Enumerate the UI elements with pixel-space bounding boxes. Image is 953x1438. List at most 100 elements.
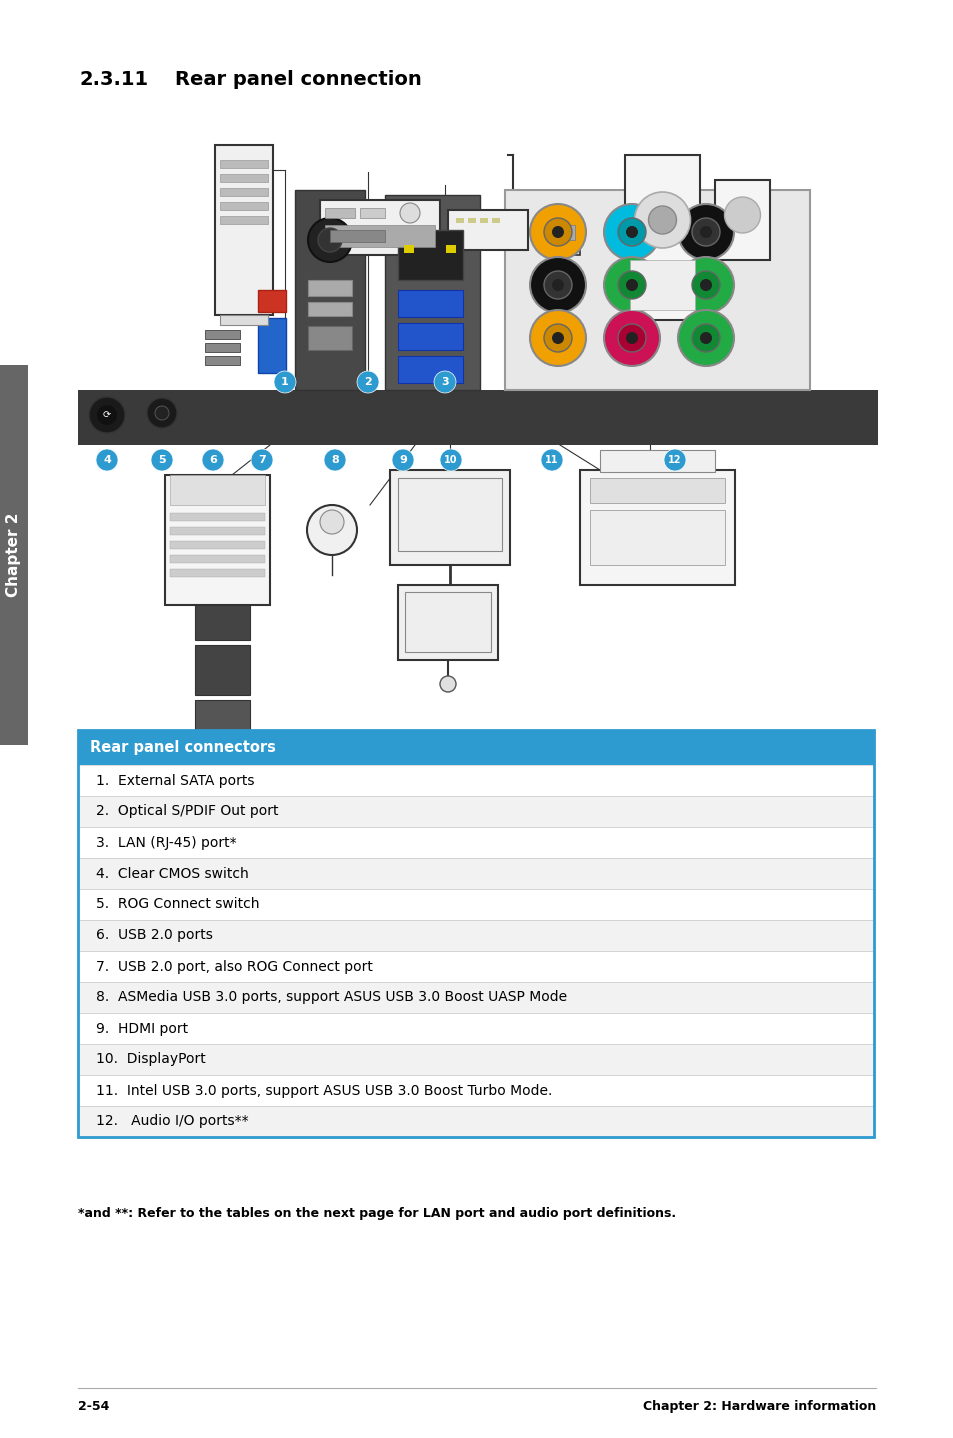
Bar: [397, 357, 462, 383]
Text: 4.  Clear CMOS switch: 4. Clear CMOS switch: [96, 867, 249, 880]
Bar: [165, 475, 270, 605]
Circle shape: [700, 226, 711, 239]
Bar: [714, 180, 769, 260]
Bar: [403, 244, 414, 253]
Circle shape: [147, 398, 177, 429]
Circle shape: [663, 449, 685, 472]
Text: 10.  DisplayPort: 10. DisplayPort: [96, 1053, 206, 1067]
Text: 8.  ASMedia USB 3.0 ports, support ASUS USB 3.0 Boost UASP Mode: 8. ASMedia USB 3.0 ports, support ASUS U…: [96, 991, 566, 1005]
Circle shape: [307, 505, 356, 555]
Circle shape: [540, 449, 562, 472]
Bar: [220, 160, 268, 168]
Circle shape: [530, 311, 585, 367]
Text: 5.  ROG Connect switch: 5. ROG Connect switch: [96, 897, 259, 912]
Text: 2.3.11: 2.3.11: [80, 70, 149, 89]
Text: Rear panel connectors: Rear panel connectors: [90, 741, 275, 755]
Circle shape: [274, 371, 295, 393]
Bar: [390, 470, 510, 565]
Text: ⟳: ⟳: [103, 410, 111, 420]
Bar: [319, 200, 439, 255]
Bar: [78, 1012, 873, 1044]
Circle shape: [97, 406, 117, 426]
Circle shape: [603, 311, 659, 367]
Circle shape: [202, 449, 224, 472]
Bar: [170, 569, 265, 577]
Bar: [405, 592, 491, 651]
Circle shape: [308, 219, 352, 262]
Bar: [78, 858, 873, 889]
Bar: [78, 797, 873, 827]
Text: 1: 1: [281, 377, 289, 387]
Bar: [504, 190, 809, 390]
Text: 11.  Intel USB 3.0 ports, support ASUS USB 3.0 Boost Turbo Mode.: 11. Intel USB 3.0 ports, support ASUS US…: [96, 1083, 552, 1097]
Circle shape: [434, 371, 456, 393]
Circle shape: [151, 449, 172, 472]
Bar: [446, 244, 456, 253]
Circle shape: [700, 332, 711, 344]
Bar: [205, 344, 240, 352]
Bar: [78, 1106, 873, 1137]
Circle shape: [691, 270, 720, 299]
Bar: [468, 219, 476, 223]
Circle shape: [392, 449, 414, 472]
Text: 12.   Audio I/O ports**: 12. Audio I/O ports**: [96, 1114, 249, 1129]
Circle shape: [678, 204, 733, 260]
Bar: [170, 555, 265, 564]
Bar: [308, 302, 352, 316]
Bar: [78, 1076, 873, 1106]
Bar: [78, 1044, 873, 1076]
Bar: [194, 595, 250, 640]
Circle shape: [648, 206, 676, 234]
Bar: [170, 475, 265, 505]
Bar: [456, 219, 463, 223]
Bar: [629, 260, 695, 311]
Bar: [294, 190, 365, 390]
Circle shape: [618, 270, 645, 299]
Circle shape: [723, 197, 760, 233]
Bar: [599, 450, 714, 472]
Bar: [194, 646, 250, 695]
Text: 7: 7: [258, 454, 266, 464]
Bar: [448, 210, 527, 250]
Bar: [194, 541, 250, 590]
Bar: [624, 155, 700, 321]
Bar: [214, 145, 273, 315]
Bar: [78, 889, 873, 920]
Bar: [205, 357, 240, 365]
Bar: [589, 510, 724, 565]
Text: 8: 8: [331, 454, 338, 464]
Text: 11: 11: [545, 454, 558, 464]
Circle shape: [89, 397, 125, 433]
Circle shape: [618, 324, 645, 352]
Circle shape: [543, 219, 572, 246]
Circle shape: [319, 510, 344, 533]
Bar: [0, 365, 28, 745]
Bar: [194, 700, 250, 735]
Text: 3: 3: [440, 377, 448, 387]
Circle shape: [543, 270, 572, 299]
Bar: [397, 230, 462, 280]
Bar: [78, 951, 873, 982]
Circle shape: [96, 449, 118, 472]
Text: 2: 2: [364, 377, 372, 387]
Text: 9: 9: [398, 454, 407, 464]
Text: 9.  HDMI port: 9. HDMI port: [96, 1021, 188, 1035]
Circle shape: [691, 219, 720, 246]
Circle shape: [399, 203, 419, 223]
Text: 4: 4: [103, 454, 111, 464]
Bar: [308, 326, 352, 349]
Bar: [220, 216, 268, 224]
Bar: [397, 324, 462, 349]
Text: 6.  USB 2.0 ports: 6. USB 2.0 ports: [96, 929, 213, 942]
Bar: [257, 290, 286, 312]
Bar: [78, 390, 877, 444]
Bar: [555, 224, 575, 240]
Bar: [397, 585, 497, 660]
Bar: [257, 318, 286, 372]
Text: Rear panel connection: Rear panel connection: [174, 70, 421, 89]
Circle shape: [678, 311, 733, 367]
Bar: [78, 920, 873, 951]
Bar: [325, 209, 355, 219]
Bar: [550, 220, 579, 255]
Bar: [359, 209, 385, 219]
